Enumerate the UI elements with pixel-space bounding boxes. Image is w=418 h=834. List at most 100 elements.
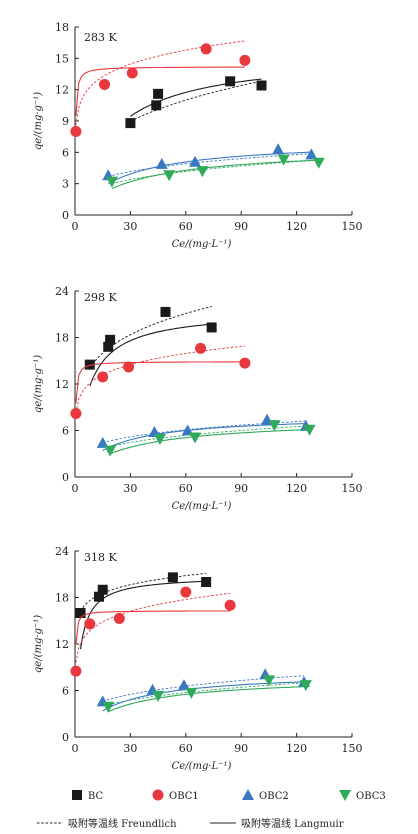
data-point <box>99 78 111 90</box>
x-tick-label: 0 <box>72 220 79 233</box>
series-obc3 <box>104 420 316 457</box>
x-tick-label: 90 <box>234 742 248 755</box>
series-bc <box>75 572 212 650</box>
legend-label-obc1: OBC1 <box>169 791 199 802</box>
freundlich-fit-curve <box>108 153 312 177</box>
series-obc1 <box>70 342 251 419</box>
series-bc <box>125 76 267 129</box>
data-point <box>312 157 325 169</box>
series-obc3 <box>105 154 325 190</box>
y-tick-label: 18 <box>55 21 69 34</box>
data-point <box>262 675 275 687</box>
data-point <box>225 76 236 87</box>
y-axis-label: qe/(mg·g⁻¹) <box>33 92 44 150</box>
data-point <box>153 434 166 446</box>
data-point <box>196 166 209 178</box>
x-tick-label: 60 <box>179 482 193 495</box>
series-obc1 <box>70 586 236 677</box>
data-point <box>70 125 82 137</box>
chart-panel-1: 0 3 6 9 12 15 18 0 30 60 90 120 150 283 K Ce/(mg·L⁻¹) q… <box>33 21 363 250</box>
data-point <box>96 436 109 448</box>
x-tick-label: 90 <box>234 482 248 495</box>
data-point <box>256 80 267 91</box>
data-point <box>126 67 138 79</box>
data-point <box>268 420 281 432</box>
data-point <box>189 432 202 444</box>
chart-panel-2: 0 6 12 18 24 0 30 60 90 120 150 298 K Ce/(mg·L⁻¹) qe/… <box>33 285 363 512</box>
data-point <box>75 608 86 618</box>
x-tick-label: 150 <box>342 482 363 495</box>
langmuir-fit-curve <box>130 78 262 117</box>
data-point <box>272 143 285 155</box>
data-point <box>153 88 164 99</box>
data-point <box>206 322 217 333</box>
data-point <box>185 687 198 699</box>
y-tick-label: 24 <box>55 545 69 558</box>
y-axis-label: qe/(mg·g⁻¹) <box>33 615 44 673</box>
y-tick-label: 0 <box>62 471 69 484</box>
langmuir-fit-curve <box>102 681 305 712</box>
panel-title: 283 K <box>84 31 117 44</box>
langmuir-fit-curve <box>109 428 310 455</box>
data-point <box>160 306 171 317</box>
x-axis-label: Ce/(mg·L⁻¹) <box>172 761 232 772</box>
x-tick-label: 30 <box>123 220 137 233</box>
data-point <box>155 157 168 169</box>
legend: BC OBC1 OBC2 OBC3 吸附等温线 Freundlich 吸附等温线 Lang… <box>37 789 386 830</box>
x-tick-label: 120 <box>286 220 307 233</box>
langmuir-fit-curve <box>75 66 245 117</box>
freundlich-fit-curve <box>75 345 245 413</box>
freundlich-fit-curve <box>110 425 310 447</box>
x-tick-label: 120 <box>286 482 307 495</box>
series-obc3 <box>102 675 312 713</box>
series-obc2 <box>102 143 318 184</box>
data-point <box>94 591 105 602</box>
y-tick-label: 24 <box>55 285 69 298</box>
legend-marker-obc2 <box>242 789 254 800</box>
data-point <box>104 445 117 457</box>
data-point <box>189 155 202 167</box>
y-tick-label: 18 <box>55 332 69 345</box>
freundlich-fit-curve <box>75 40 245 126</box>
data-point <box>152 690 165 702</box>
data-point <box>97 371 109 383</box>
x-axis-label: Ce/(mg·L⁻¹) <box>172 239 232 250</box>
freundlich-fit-curve <box>130 80 262 122</box>
x-tick-label: 0 <box>72 482 79 495</box>
data-point <box>201 577 212 587</box>
data-point <box>224 599 236 611</box>
y-tick-label: 18 <box>55 592 69 605</box>
data-point <box>103 341 114 352</box>
x-tick-label: 30 <box>123 742 137 755</box>
langmuir-fit-curve <box>75 610 231 645</box>
data-point <box>239 54 251 66</box>
legend-label-bc: BC <box>88 791 104 802</box>
data-point <box>102 701 115 713</box>
legend-label-obc2: OBC2 <box>259 791 289 802</box>
y-tick-label: 6 <box>62 146 69 159</box>
y-tick-label: 3 <box>62 178 69 191</box>
data-point <box>125 118 136 129</box>
langmuir-fit-curve <box>107 686 306 713</box>
legend-marker-obc1 <box>152 789 164 801</box>
panel-title: 318 K <box>84 551 117 564</box>
langmuir-fit-curve <box>75 361 245 403</box>
legend-marker-bc <box>72 790 82 800</box>
freundlich-fit-curve <box>108 682 306 706</box>
x-tick-label: 60 <box>179 220 193 233</box>
data-point <box>167 572 178 583</box>
data-point <box>163 170 176 182</box>
data-point <box>70 407 82 419</box>
x-tick-label: 0 <box>72 742 79 755</box>
data-point <box>151 100 162 111</box>
data-point <box>105 176 118 188</box>
panel-title: 298 K <box>84 291 117 304</box>
y-tick-label: 0 <box>62 731 69 744</box>
chart-panel-3: 0 6 12 18 24 0 30 60 90 120 150 318 K Ce/(mg·L⁻¹) qe/… <box>33 545 363 772</box>
legend-label-obc3: OBC3 <box>356 791 386 802</box>
y-tick-label: 15 <box>55 52 69 65</box>
langmuir-fit-curve <box>111 159 319 190</box>
y-tick-label: 12 <box>55 378 69 391</box>
x-tick-label: 60 <box>179 742 193 755</box>
x-tick-label: 30 <box>123 482 137 495</box>
